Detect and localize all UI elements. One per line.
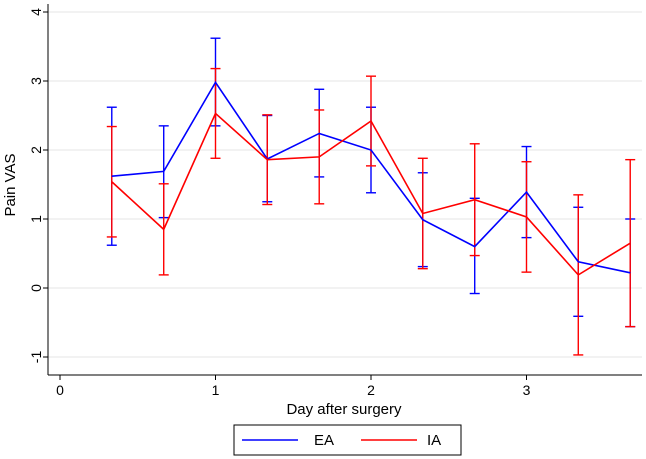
axes [43,4,642,380]
y-axis-title: Pain VAS [2,153,19,216]
legend-label: IA [427,432,441,449]
error-bars [106,37,636,356]
x-axis-title: Day after surgery [286,401,402,418]
y-tick-label: 4 [28,8,44,16]
y-tick-label: -1 [28,351,44,364]
x-tick-label: 3 [523,382,531,398]
x-tick-label: 1 [212,382,220,398]
legend-label: EA [314,432,334,449]
x-tick-label: 2 [367,382,375,398]
legend: EA IA [233,424,462,456]
x-tick-label: 0 [56,382,64,398]
gridlines [48,11,642,358]
y-tick-label: 2 [28,146,44,154]
y-tick-label: 0 [28,284,44,292]
y-tick-label: 3 [28,77,44,85]
series-lines [111,80,631,276]
tick-labels: -1 0 1 2 3 4 0 1 2 3 [28,8,531,398]
y-tick-label: 1 [28,215,44,223]
